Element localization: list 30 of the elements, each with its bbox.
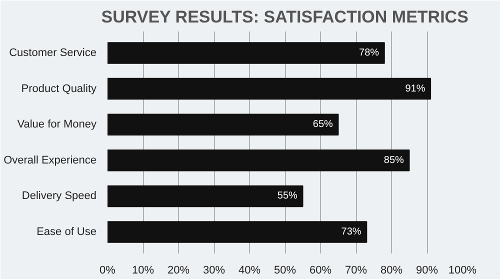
- y-tick-label: Overall Experience: [4, 154, 97, 166]
- bar: [108, 221, 368, 243]
- data-label: 55%: [277, 190, 298, 202]
- x-tick-label: 40%: [238, 264, 261, 276]
- bar: [108, 114, 339, 136]
- x-tick-label: 100%: [448, 264, 477, 276]
- y-tick-label: Value for Money: [17, 118, 97, 131]
- bar: [108, 185, 304, 208]
- bar: [108, 42, 385, 64]
- y-tick-label: Delivery Speed: [22, 190, 96, 202]
- x-tick-label: 90%: [416, 264, 438, 276]
- chart-title: SURVEY RESULTS: SATISFACTION METRICS: [101, 8, 468, 26]
- x-tick-label: 80%: [380, 264, 403, 276]
- bar: [108, 78, 432, 100]
- y-tick-label: Product Quality: [21, 82, 97, 95]
- x-tick-label: 20%: [167, 264, 190, 276]
- data-label: 65%: [312, 119, 334, 130]
- x-tick-label: 0%: [100, 264, 116, 276]
- x-tick-label: 60%: [309, 264, 332, 276]
- data-label: 73%: [341, 226, 362, 238]
- x-tick-label: 70%: [344, 264, 368, 276]
- data-label: 91%: [405, 83, 426, 94]
- bar: [108, 150, 410, 172]
- y-tick-label: Ease of Use: [36, 226, 96, 238]
- x-tick-label: 50%: [274, 264, 296, 276]
- y-tick-label: Customer Service: [9, 46, 97, 59]
- data-label: 78%: [359, 47, 380, 58]
- data-label: 85%: [384, 154, 404, 166]
- x-tick-label: 30%: [202, 264, 226, 276]
- x-tick-label: 10%: [132, 264, 154, 276]
